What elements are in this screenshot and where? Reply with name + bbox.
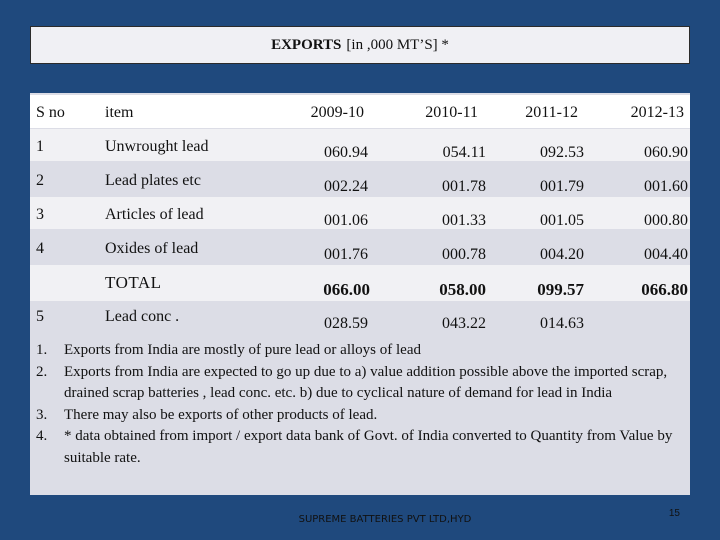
total-value: 099.57 bbox=[537, 280, 584, 299]
note-text: There may also be exports of other produ… bbox=[64, 406, 378, 423]
page-number: 15 bbox=[668, 508, 680, 519]
header-2011: 2011-12 bbox=[525, 104, 578, 121]
note-number: 1. bbox=[36, 342, 48, 358]
total-value: 066.00 bbox=[323, 280, 370, 299]
row-value: 001.60 bbox=[644, 178, 688, 195]
header-2009: 2009-10 bbox=[310, 104, 364, 121]
list-item: 3. There may also be exports of other pro… bbox=[36, 405, 686, 427]
row-value: 001.78 bbox=[442, 178, 486, 195]
title-bold: EXPORTS bbox=[271, 36, 342, 53]
row-value: 002.24 bbox=[324, 178, 368, 195]
row-sno: 1 bbox=[36, 138, 44, 155]
table-row: 1 Unwrought lead 060.94 054.11 092.53 06… bbox=[30, 129, 690, 161]
row-value: 028.59 bbox=[324, 315, 368, 332]
row-value: 001.79 bbox=[540, 178, 584, 195]
row-value: 001.33 bbox=[442, 212, 486, 229]
table-row: 5 Lead conc . 028.59 043.22 014.63 bbox=[30, 303, 690, 337]
title-rest: [in ,000 MT’S] * bbox=[346, 36, 449, 53]
row-sno: 4 bbox=[36, 240, 44, 257]
note-number: 4. bbox=[36, 428, 48, 444]
header-2012: 2012-13 bbox=[630, 104, 684, 121]
table-total-row: TOTAL 066.00 058.00 099.57 066.80 bbox=[30, 265, 690, 301]
row-item: Lead plates etc bbox=[105, 172, 201, 189]
row-item: Lead conc . bbox=[105, 308, 180, 325]
row-value: 001.76 bbox=[324, 246, 368, 263]
row-item: Unwrought lead bbox=[105, 138, 209, 155]
row-value: 001.06 bbox=[324, 212, 368, 229]
notes-list: 1. Exports from India are mostly of pure … bbox=[36, 340, 686, 469]
row-value: 014.63 bbox=[540, 315, 584, 332]
row-value: 000.80 bbox=[644, 212, 688, 229]
note-text: * data obtained from import / export dat… bbox=[64, 428, 673, 466]
total-label: TOTAL bbox=[105, 273, 162, 292]
note-number: 3. bbox=[36, 406, 48, 423]
footer-text: SUPREME BATTERIES PVT LTD,HYD bbox=[298, 514, 472, 525]
row-value: 092.53 bbox=[540, 144, 584, 161]
table-header: S no item 2009-10 2010-11 2011-12 2012-1… bbox=[30, 95, 690, 128]
table-row: 3 Articles of lead 001.06 001.33 001.05 … bbox=[30, 197, 690, 229]
footer: SUPREME BATTERIES PVT LTD,HYD bbox=[0, 514, 690, 525]
row-sno: 5 bbox=[36, 308, 44, 325]
row-value: 000.78 bbox=[442, 246, 486, 263]
header-item: item bbox=[105, 104, 134, 121]
row-value: 060.90 bbox=[644, 144, 688, 161]
list-item: 1. Exports from India are mostly of pure … bbox=[36, 340, 686, 362]
row-value: 043.22 bbox=[442, 315, 486, 332]
row-value: 004.20 bbox=[540, 246, 584, 263]
row-value: 060.94 bbox=[324, 144, 368, 161]
table-row: 4 Oxides of lead 001.76 000.78 004.20 00… bbox=[30, 231, 690, 263]
note-text: Exports from India are mostly of pure le… bbox=[64, 342, 421, 358]
list-item: 4. * data obtained from import / export d… bbox=[36, 426, 686, 469]
header-sno: S no bbox=[36, 104, 65, 121]
total-value: 066.80 bbox=[641, 280, 688, 299]
list-item: 2. Exports from India are expected to go … bbox=[36, 362, 686, 405]
row-sno: 2 bbox=[36, 172, 44, 189]
header-2010: 2010-11 bbox=[425, 104, 478, 121]
row-value: 054.11 bbox=[442, 144, 486, 161]
table-row: 2 Lead plates etc 002.24 001.78 001.79 0… bbox=[30, 163, 690, 195]
total-value: 058.00 bbox=[439, 280, 486, 299]
row-sno: 3 bbox=[36, 206, 44, 223]
note-number: 2. bbox=[36, 363, 48, 380]
row-value: 004.40 bbox=[644, 246, 688, 263]
row-item: Articles of lead bbox=[105, 206, 204, 223]
row-value: 001.05 bbox=[540, 212, 584, 229]
slide-title: EXPORTS [in ,000 MT’S] * bbox=[30, 26, 690, 64]
row-item: Oxides of lead bbox=[105, 240, 199, 257]
note-text: Exports from India are expected to go up… bbox=[64, 363, 668, 402]
